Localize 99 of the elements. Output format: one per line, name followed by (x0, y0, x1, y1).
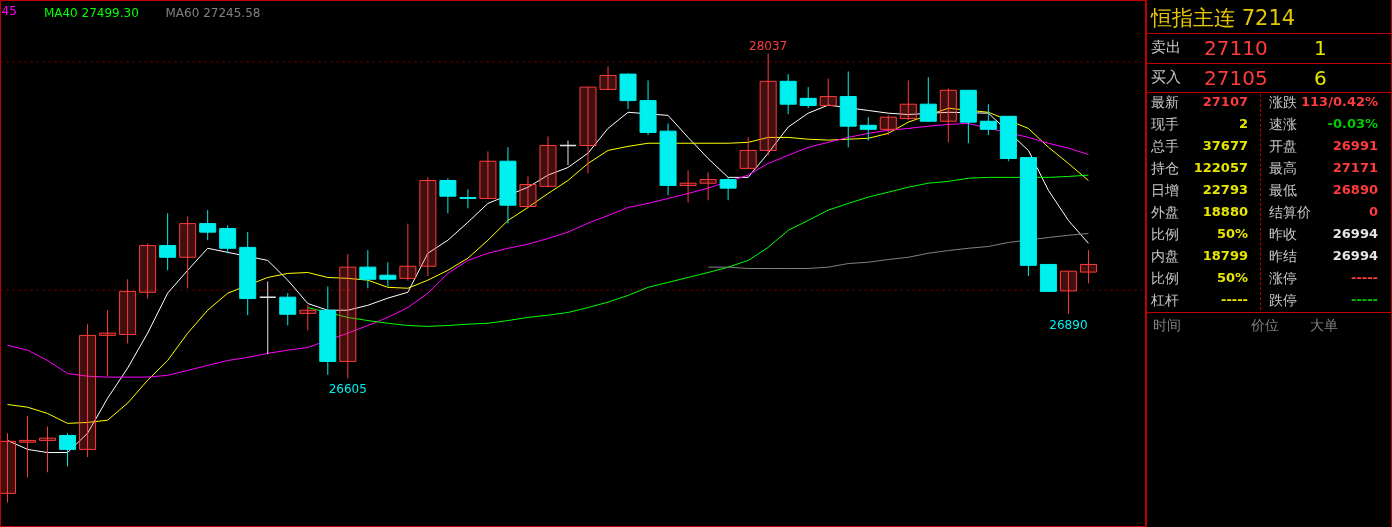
candlestick (159, 212, 177, 271)
candlestick (139, 242, 157, 300)
candlestick (779, 73, 797, 115)
candlestick (219, 224, 237, 254)
candlestick (439, 177, 457, 214)
candlestick (679, 169, 697, 203)
text: 26994 (1332, 224, 1378, 243)
text: 比例 (1151, 225, 1179, 244)
text: -0.03% (1327, 114, 1378, 133)
candlestick (599, 65, 617, 91)
candlestick (859, 116, 877, 142)
text: MA60 27245.58 (165, 5, 261, 20)
candlestick (299, 304, 317, 331)
text: 买入 (1151, 67, 1181, 89)
candlestick (459, 188, 477, 209)
candlestick (979, 103, 997, 136)
candlestick (899, 79, 917, 121)
text: 18799 (1202, 246, 1248, 265)
text: 27171 (1332, 158, 1378, 177)
candlestick (399, 223, 417, 282)
candlestick (59, 432, 77, 467)
text: 结算价 (1269, 203, 1311, 222)
annotation: 26890 (1049, 317, 1088, 332)
candlestick (939, 87, 957, 143)
candlestick (759, 52, 777, 156)
text: 27110 (1204, 34, 1268, 62)
text: 时间 (1153, 316, 1181, 335)
text: 27107 (1202, 92, 1248, 111)
text: 昨结 (1269, 247, 1297, 266)
text: MA40 27499.30 (43, 5, 139, 20)
candlestick (919, 76, 937, 123)
text: 最新 (1151, 93, 1179, 112)
text: 速涨 (1269, 115, 1297, 134)
candlestick (479, 150, 497, 199)
candlestick (199, 209, 217, 241)
text: 50% (1216, 268, 1248, 287)
text: 开盘 (1269, 137, 1297, 156)
text: 杠杆 (1151, 291, 1179, 310)
text: 价位 (1251, 316, 1279, 335)
candlestick (819, 78, 837, 107)
text: 跌停 (1269, 291, 1297, 310)
text: 涨停 (1269, 269, 1297, 288)
text: 日增 (1151, 181, 1179, 200)
text: 持仓 (1151, 159, 1179, 178)
text: 113/0.42% (1301, 92, 1378, 111)
text: 18880 (1202, 202, 1248, 221)
text: 恒指主连 7214 (1151, 5, 1296, 32)
text: 大单 (1310, 316, 1338, 335)
text: 0 (1368, 202, 1378, 221)
text: 卖出 (1151, 37, 1181, 59)
text: 6 (1314, 64, 1327, 92)
text: ----- (1351, 290, 1378, 309)
text: 122057 (1193, 158, 1248, 177)
candlestick (119, 278, 137, 344)
text: 50% (1216, 224, 1248, 243)
candlestick (359, 249, 377, 289)
candlestick (339, 253, 357, 379)
candlestick (39, 426, 57, 473)
candlestick (1079, 249, 1097, 284)
candlestick (739, 136, 757, 169)
candlestick (279, 292, 297, 326)
text: 37677 (1202, 136, 1248, 155)
candlestick (79, 323, 97, 458)
candlestick (19, 415, 37, 478)
annotation: 26605 (328, 382, 367, 397)
text: ----- (1351, 268, 1378, 287)
candlestick (539, 136, 557, 188)
candlestick (179, 215, 197, 289)
candlestick (879, 114, 897, 136)
text: 26991 (1332, 136, 1378, 155)
text: 26994 (1332, 246, 1378, 265)
text: 22793 (1202, 180, 1248, 199)
text: 内盘 (1151, 247, 1179, 266)
candlestick (519, 175, 537, 209)
text: 27105 (1204, 64, 1268, 92)
candlestick (0, 432, 17, 503)
text: 2 (1238, 114, 1248, 133)
text: 比例 (1151, 269, 1179, 288)
text: 涨跌 (1269, 93, 1297, 112)
text: 昨收 (1269, 225, 1297, 244)
text: ----- (1221, 290, 1248, 309)
candlestick (419, 176, 437, 277)
text: 现手 (1151, 115, 1179, 134)
text: 总手 (1151, 137, 1179, 156)
text: 最高 (1269, 159, 1297, 178)
annotation: 28037 (749, 39, 788, 54)
text: 外盘 (1151, 203, 1179, 222)
text: 45 (1, 3, 17, 18)
candlestick (99, 309, 117, 377)
candlestick (799, 86, 817, 109)
candlestick (379, 261, 397, 287)
text: 最低 (1269, 181, 1297, 200)
text: 26890 (1332, 180, 1378, 199)
candlestick (719, 176, 737, 201)
candlestick (1059, 270, 1077, 315)
candlestick (258, 281, 277, 355)
candlestick (579, 86, 597, 174)
text: 1 (1314, 34, 1327, 62)
candlestick (699, 171, 717, 201)
